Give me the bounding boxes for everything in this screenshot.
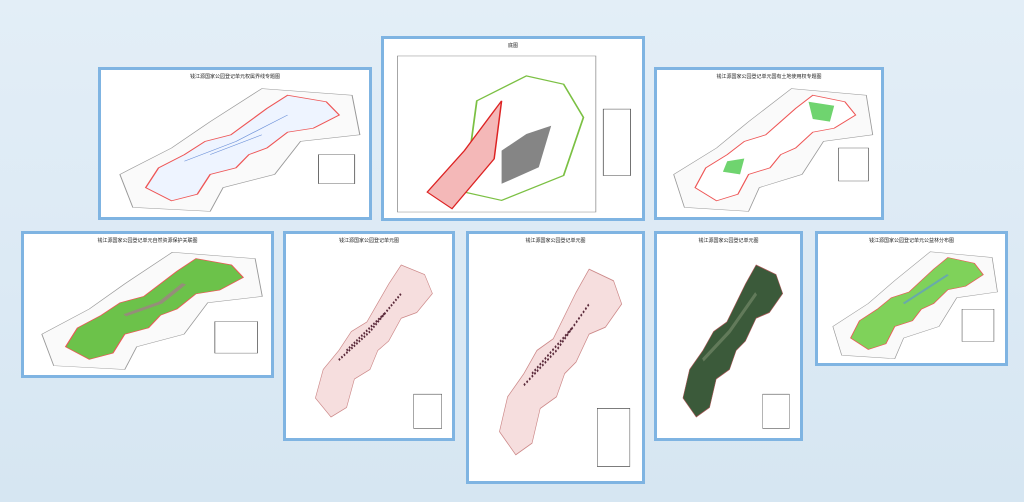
map bbox=[314, 264, 442, 429]
map-title: 底图 bbox=[507, 43, 518, 49]
map-title: 钱江源国家公园登记单元图 bbox=[525, 238, 586, 244]
map-panel: 钱江源国家公园登记单元图 bbox=[466, 231, 645, 484]
map-title: 钱江源国家公园登记单元公益林分布图 bbox=[868, 238, 954, 244]
map-panel: 钱江源国家公园登记单元图 bbox=[283, 231, 455, 441]
map-title: 钱江源国家公园登记单元国有土地使用权专题图 bbox=[716, 74, 822, 80]
map bbox=[498, 268, 631, 467]
map-title: 钱江源国家公园登记单元图 bbox=[338, 238, 399, 244]
map-panel: 钱江源国家公园登记单元公益林分布图 bbox=[815, 231, 1008, 366]
map-title: 钱江源国家公园登记单元图 bbox=[698, 238, 759, 244]
map-panel: 底图 bbox=[381, 36, 645, 221]
map bbox=[672, 87, 874, 213]
map-title: 钱江源国家公园登记单元权属界线专题图 bbox=[189, 74, 280, 80]
map bbox=[682, 264, 790, 429]
map-panel: 钱江源国家公园登记单元图 bbox=[654, 231, 803, 441]
map bbox=[397, 55, 631, 213]
map-panel: 钱江源国家公园登记单元自然资源保护关联图 bbox=[21, 231, 274, 378]
map bbox=[831, 250, 999, 360]
map bbox=[40, 251, 264, 371]
map-panel: 钱江源国家公园登记单元权属界线专题图 bbox=[98, 67, 372, 220]
map-title: 钱江源国家公园登记单元自然资源保护关联图 bbox=[97, 238, 198, 244]
map-panel: 钱江源国家公园登记单元国有土地使用权专题图 bbox=[654, 67, 884, 220]
map bbox=[118, 87, 362, 213]
